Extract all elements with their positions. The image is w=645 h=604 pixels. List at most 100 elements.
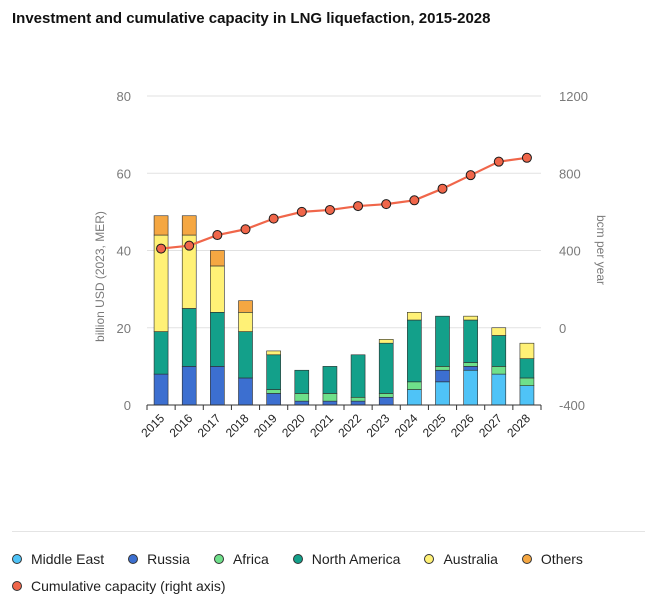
y-tick-label: 60: [117, 166, 131, 181]
x-tick-label: 2015: [138, 411, 167, 440]
bar-segment: [210, 250, 225, 267]
legend-item: Australia: [424, 551, 498, 567]
legend-label: Russia: [147, 551, 190, 567]
x-tick-label: 2027: [476, 411, 505, 440]
y2-tick-label: 0: [559, 321, 566, 336]
capacity-point: [493, 156, 504, 167]
bar-segment: [153, 373, 169, 406]
legend-item: North America: [292, 551, 400, 567]
bar-segment: [407, 319, 422, 383]
bar-segment: [350, 354, 366, 398]
bar-segment: [435, 381, 450, 406]
bar-segment: [210, 265, 225, 313]
x-tick-label: 2020: [279, 411, 308, 440]
bar-segment: [350, 396, 366, 402]
bar-segment: [294, 393, 310, 402]
capacity-point: [465, 170, 476, 181]
capacity-line: [156, 152, 532, 254]
y-tick-label: 80: [117, 89, 131, 104]
y-tick-label: 20: [117, 321, 131, 336]
x-tick-label: 2019: [251, 411, 280, 440]
bar-segment: [210, 311, 225, 367]
chart: 0 -400 20 0 40 400 60 800 80 1200 2015 2016 2017 2018…: [93, 89, 608, 440]
capacity-point: [296, 206, 307, 217]
capacity-point: [184, 240, 195, 251]
bar-segment: [238, 311, 253, 332]
bar-segment: [407, 389, 422, 406]
bar-segment: [153, 331, 169, 375]
x-tick-label: 2016: [167, 411, 196, 440]
bar-segment: [153, 215, 169, 236]
bar-segment: [463, 369, 478, 406]
bar-segment: [435, 369, 450, 383]
legend-label: Australia: [443, 551, 498, 567]
bar-segment: [491, 373, 507, 406]
x-tick-label: 2017: [195, 411, 224, 440]
bar-segment: [407, 311, 422, 321]
bar-segment: [435, 366, 450, 371]
capacity-point: [240, 224, 251, 235]
bar-segment: [238, 377, 253, 406]
bar-segment: [378, 393, 394, 398]
bar-segment: [210, 366, 225, 406]
bar-segment: [266, 389, 281, 394]
capacity-point: [521, 152, 532, 163]
legend-swatch: [12, 554, 22, 564]
chart-title: Investment and cumulative capacity in LN…: [12, 10, 491, 27]
legend-swatch: [213, 554, 224, 564]
legend-label: Africa: [232, 551, 269, 567]
bar-segment: [266, 393, 281, 406]
legend-item: Africa: [213, 551, 269, 567]
capacity-point: [437, 183, 448, 194]
legend-swatch: [521, 554, 532, 564]
legend-divider: [12, 531, 645, 532]
x-tick-label: 2028: [504, 411, 533, 440]
bar-segment: [238, 300, 253, 313]
x-tick-label: 2022: [335, 411, 364, 440]
bar-segment: [266, 354, 281, 390]
y-tick-label: 0: [124, 398, 131, 413]
axis-labels: 0 -400 20 0 40 400 60 800 80 1200 2015 2016 2017 2018…: [93, 89, 608, 440]
y2-tick-label: 400: [559, 244, 581, 259]
bar-segment: [491, 327, 507, 336]
bar-segment: [463, 366, 478, 371]
bar-segment: [322, 366, 338, 394]
bar-segment: [519, 342, 535, 359]
y2-tick-label: -400: [559, 398, 585, 413]
legend-row: Cumulative capacity (right axis): [12, 575, 632, 597]
y-axis-title: billion USD (2023, MER): [93, 211, 107, 342]
legend-item: Middle East: [12, 551, 104, 567]
capacity-point: [409, 195, 420, 206]
legend-label: Others: [540, 551, 583, 567]
legend-swatch: [12, 581, 22, 591]
x-tick-label: 2025: [420, 411, 449, 440]
bar-segment: [378, 339, 394, 344]
bar-segment: [519, 385, 535, 406]
x-tick-label: 2024: [392, 411, 421, 440]
bar-segment: [322, 400, 338, 406]
bar-segment: [181, 366, 197, 406]
y2-tick-label: 800: [559, 166, 581, 181]
bar-segment: [322, 393, 338, 402]
x-tick-label: 2026: [448, 411, 477, 440]
bar-segment: [294, 400, 310, 406]
x-tick-label: 2021: [307, 411, 336, 440]
bar-segment: [435, 315, 450, 367]
axes: [146, 404, 542, 410]
bar-segment: [463, 315, 478, 321]
legend-row: Middle East Russia Africa North America Aust…: [12, 548, 632, 570]
bar-segment: [463, 319, 478, 363]
bar-segment: [266, 350, 281, 356]
x-tick-label: 2018: [223, 411, 252, 440]
bar-segment: [463, 362, 478, 367]
gridlines: [147, 95, 541, 329]
x-tick-label: 2023: [364, 411, 393, 440]
bar-segment: [491, 366, 507, 375]
capacity-point: [268, 213, 279, 224]
y2-axis-title: bcm per year: [594, 215, 608, 285]
bar-segment: [491, 335, 507, 367]
legend-label: Middle East: [31, 551, 105, 567]
bar-segment: [294, 369, 310, 394]
capacity-point: [212, 230, 223, 241]
bar-segment: [519, 358, 535, 379]
